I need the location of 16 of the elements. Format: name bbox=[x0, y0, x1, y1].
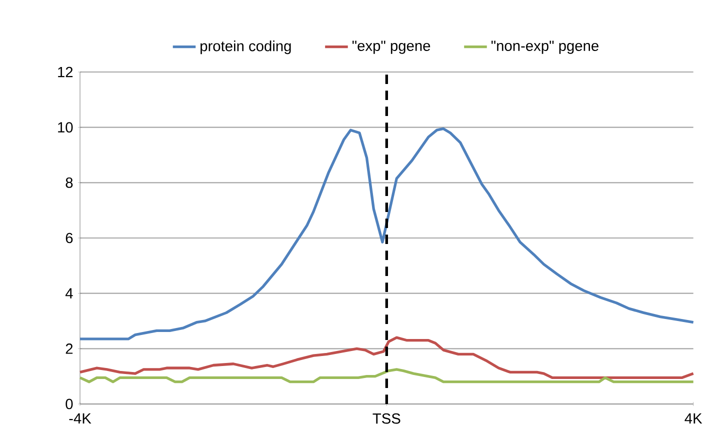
y-tick-label: 2 bbox=[66, 344, 73, 354]
legend-label: "exp" pgene bbox=[352, 40, 430, 54]
x-tick-label: -4K bbox=[69, 413, 92, 424]
line-series bbox=[78, 336, 695, 380]
y-tick-label: 6 bbox=[66, 232, 73, 244]
y-tick-label: 8 bbox=[66, 177, 73, 188]
y-tick-label: 10 bbox=[58, 122, 73, 133]
line-series bbox=[78, 127, 695, 340]
y-tick-label: 0 bbox=[66, 398, 73, 410]
x-tick-label: TSS bbox=[372, 413, 400, 424]
y-tick-label: 12 bbox=[58, 66, 73, 78]
legend-label: protein coding bbox=[200, 40, 291, 54]
y-tick-label: 4 bbox=[65, 288, 73, 298]
line-series bbox=[78, 368, 695, 384]
legend-label: "non-exp" pgene bbox=[491, 40, 598, 54]
x-tick-label: 4K bbox=[684, 413, 702, 424]
